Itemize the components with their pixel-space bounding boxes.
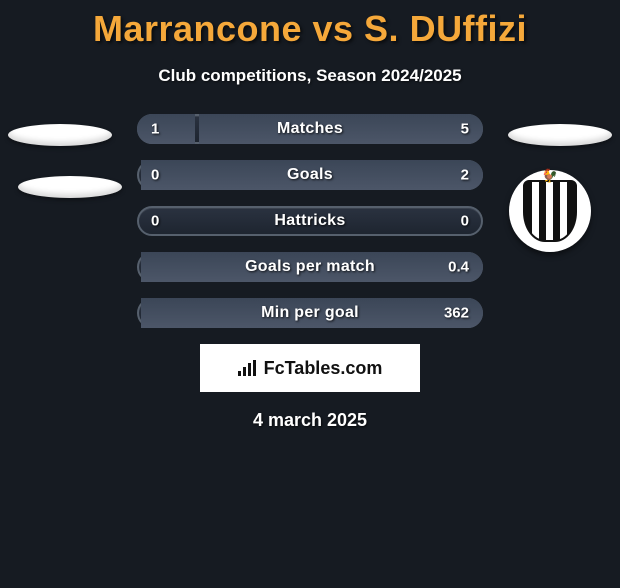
stat-right-value: 0.4 xyxy=(448,259,469,276)
stat-left-value: 1 xyxy=(151,121,159,138)
stat-label: Goals per match xyxy=(245,258,375,276)
stat-label: Min per goal xyxy=(261,304,359,322)
stat-left-value: 0 xyxy=(151,167,159,184)
stat-left-value: 0 xyxy=(151,213,159,230)
stat-label: Goals xyxy=(287,166,333,184)
stat-right-value: 2 xyxy=(461,167,469,184)
subtitle: Club competitions, Season 2024/2025 xyxy=(0,66,620,86)
stat-right-value: 5 xyxy=(461,121,469,138)
brand-box: FcTables.com xyxy=(200,344,420,392)
signal-bars-icon xyxy=(238,360,258,376)
stat-row-matches: 1 Matches 5 xyxy=(137,114,483,144)
stat-row-mpg: Min per goal 362 xyxy=(137,298,483,328)
stat-right-value: 362 xyxy=(444,305,469,322)
page-title: Marrancone vs S. DUffizi xyxy=(0,8,620,50)
player-left-badge-1 xyxy=(8,124,112,146)
date-text: 4 march 2025 xyxy=(0,410,620,431)
player-right-badge-1 xyxy=(508,124,612,146)
brand-text: FcTables.com xyxy=(264,358,383,379)
player-right-crest: 🐓 xyxy=(509,170,591,252)
crest-shield-icon: 🐓 xyxy=(523,180,577,242)
stat-label: Hattricks xyxy=(274,212,345,230)
player-left-badge-2 xyxy=(18,176,122,198)
stat-row-gpm: Goals per match 0.4 xyxy=(137,252,483,282)
stat-row-hattricks: 0 Hattricks 0 xyxy=(137,206,483,236)
crest-bird-icon: 🐓 xyxy=(542,168,558,184)
stat-rows: 1 Matches 5 0 Goals 2 0 Hattricks 0 Goal… xyxy=(137,114,483,328)
stats-area: 🐓 1 Matches 5 0 Goals 2 0 Hattricks 0 xyxy=(0,114,620,431)
stat-row-goals: 0 Goals 2 xyxy=(137,160,483,190)
stat-label: Matches xyxy=(277,120,343,138)
stat-fill-left xyxy=(137,114,195,144)
stat-right-value: 0 xyxy=(461,213,469,230)
